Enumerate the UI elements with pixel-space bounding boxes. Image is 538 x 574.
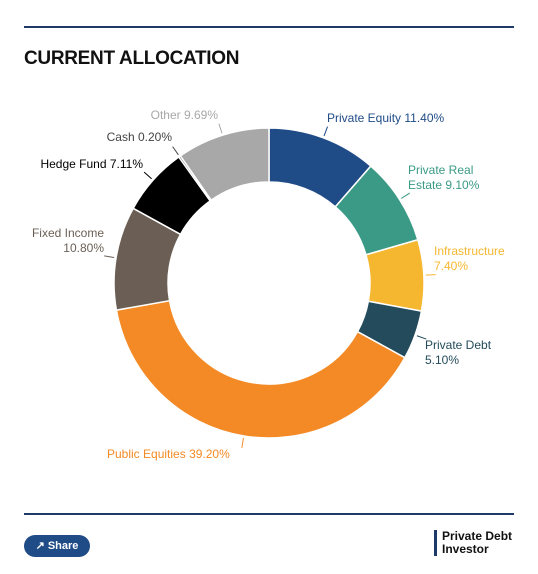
category-name: Infrastructure [434,244,505,258]
leader-line [401,192,410,199]
slice-label: Infrastructure 7.40% [434,244,524,274]
top-rule [24,26,514,28]
value-label: 10.80% [63,241,104,255]
category-name: Fixed Income [31,226,104,240]
value-label: 7.40% [434,259,469,273]
brand-logo: Private Debt Investor [434,530,512,556]
slice-label: Cash 0.20% [60,130,172,145]
slice-label: Private Equity 11.40% [327,111,477,126]
slice-label: Public Equities 39.20% [107,447,277,462]
share-label[interactable]: Share [47,540,79,552]
leader-line [218,123,223,134]
value-label: 39.20% [189,447,230,461]
category-name: Hedge Fund [40,157,107,171]
category-name: Cash [106,130,135,144]
chart-title: CURRENT ALLOCATION [24,48,240,69]
value-label: 5.10% [425,353,460,367]
slice-label: Private Debt 5.10% [425,338,500,368]
leader-line [416,335,427,340]
bottom-rule [24,513,514,515]
value-label: 7.11% [109,157,143,171]
donut-segment [179,127,270,202]
slice-label: Private Real Estate 9.10% [408,163,490,193]
value-label: 9.10% [445,178,480,192]
category-name: Private Debt [425,338,492,352]
brand-line: Investor [442,542,489,556]
slice-label: Other 9.69% [100,108,218,123]
leader-line [143,171,152,180]
value-label: 11.40% [404,111,445,125]
leader-line [323,126,329,137]
slice-label: Hedge Fund 7.11% [20,157,143,172]
slice-label: Fixed Income 10.80% [24,226,104,256]
value-label: 0.20% [137,130,172,144]
category-name: Private Equity [327,111,402,125]
value-label: 9.69% [183,108,218,122]
brand-line: Private Debt [442,529,513,543]
share-button[interactable]: ↗︎ Share [24,535,90,557]
category-name: Private Real Estate [408,163,474,192]
category-name: Public Equities [107,447,186,461]
leader-line [241,437,244,448]
leader-line [172,146,179,156]
leader-line [425,274,436,276]
donut-segment [115,299,406,439]
chart [104,123,436,448]
leader-line [104,255,115,258]
category-name: Other [150,108,181,122]
